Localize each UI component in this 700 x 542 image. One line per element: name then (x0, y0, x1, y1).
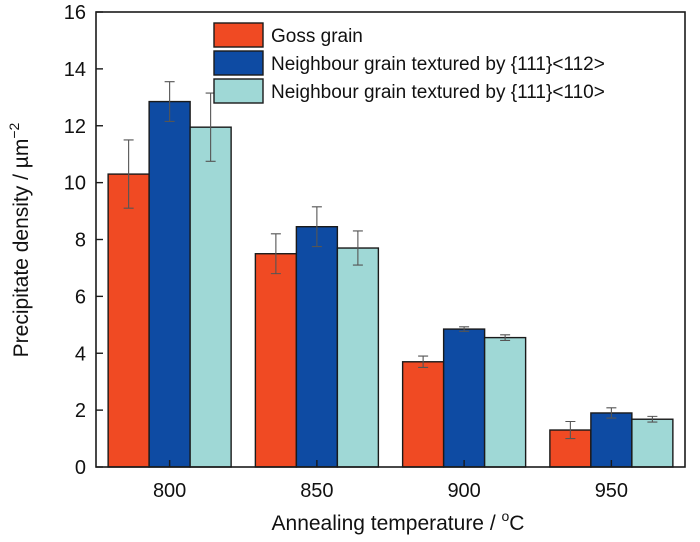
y-axis-title: Precipitate density / µm−2 (6, 122, 33, 357)
bar-s1-c3 (590, 412, 633, 468)
bar-s2-c0 (189, 126, 232, 468)
y-tick-label-4: 8 (75, 230, 86, 252)
error-bar-s2-c2 (500, 334, 511, 342)
error-bar-s1-c2 (459, 326, 470, 332)
bar-s1-c2 (442, 328, 486, 468)
bars-layer (107, 100, 674, 468)
y-tick-label-2: 4 (75, 343, 86, 365)
bar-s1-c0 (148, 100, 191, 468)
legend-swatch-0 (213, 22, 264, 48)
legend-swatch-1 (213, 50, 264, 76)
y-tick-label-6: 12 (64, 116, 86, 138)
y-tick-label-7: 14 (64, 59, 86, 81)
x-axis-title-sup: o (502, 508, 510, 524)
error-bar-s1-c1 (311, 206, 322, 248)
legend-label-1: Neighbour grain textured by {111}<112> (271, 54, 605, 75)
legend-label-2: Neighbour grain textured by {111}<110> (271, 82, 605, 103)
error-bar-s1-c3 (606, 407, 617, 419)
y-axis-title-sup: −2 (6, 122, 22, 138)
error-bar-s0-c2 (418, 355, 429, 369)
bar-s0-c1 (254, 253, 298, 468)
x-tick-label-1: 850 (300, 480, 333, 502)
bar-s0-c2 (401, 361, 445, 468)
axes-layer: 0 2 4 6 8 10 12 14 16 800 850 900 950 (64, 2, 686, 502)
error-bars-layer (123, 81, 658, 440)
bar-s2-c2 (483, 336, 527, 468)
error-bar-s0-c0 (123, 139, 134, 209)
bar-s0-c0 (107, 173, 150, 468)
x-tick-label-0: 800 (153, 480, 186, 502)
y-tick-label-1: 2 (75, 400, 86, 422)
y-tick-label-0: 0 (75, 457, 86, 479)
legend: Goss grain Neighbour grain textured by {1… (213, 22, 605, 104)
legend-swatch-2 (213, 78, 264, 104)
error-bar-s0-c3 (565, 420, 576, 440)
bar-s2-c3 (631, 418, 674, 468)
bar-s2-c1 (336, 247, 380, 468)
y-tick-label-8: 16 (64, 2, 86, 24)
x-tick-label-2: 900 (447, 480, 480, 502)
error-bar-s2-c1 (352, 230, 363, 266)
x-axis-title: Annealing temperature / oC (272, 508, 525, 535)
bar-s1-c1 (295, 226, 339, 468)
error-bar-s0-c1 (270, 233, 281, 275)
y-tick-label-5: 10 (64, 173, 86, 195)
y-tick-label-3: 6 (75, 286, 86, 308)
error-bar-s1-c0 (164, 81, 175, 123)
legend-label-0: Goss grain (271, 26, 363, 47)
x-axis-title-unit: C (509, 512, 524, 535)
error-bar-s2-c3 (647, 415, 658, 423)
x-tick-label-3: 950 (595, 480, 628, 502)
